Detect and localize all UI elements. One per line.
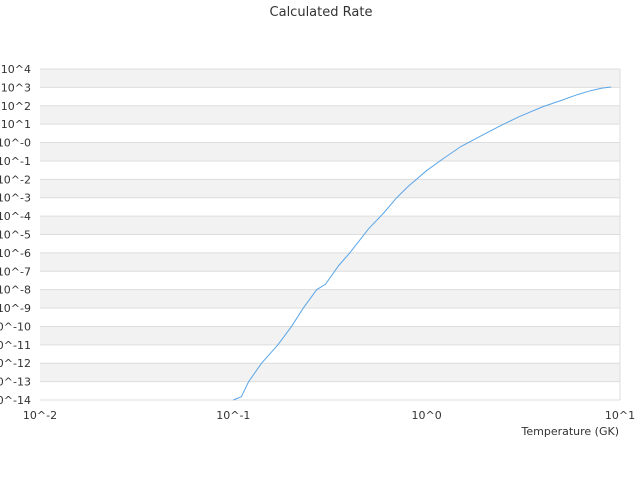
y-tick-label: 10^1: [1, 118, 31, 131]
y-tick-labels: 10^-14 10^-13 10^-12 10^-11 10^-10 10^-9 10^-8…: [0, 63, 31, 407]
y-tick-label: 10^2: [1, 100, 31, 113]
grid-band: [40, 142, 620, 161]
grid-band: [40, 69, 620, 88]
gridlines: [40, 68, 621, 401]
y-tick-label: 10^-7: [0, 265, 31, 278]
y-tick-label: 10^-10: [0, 320, 31, 333]
series-line: [233, 86, 612, 401]
y-tick-label: 10^-14: [0, 394, 31, 407]
chart-title: Calculated Rate: [270, 5, 373, 20]
x-tick-label: 10^1: [605, 409, 635, 422]
x-tick-label: 10^-1: [216, 409, 250, 422]
y-tick-label: 10^-3: [0, 192, 31, 205]
y-tick-label: 10^-5: [0, 229, 31, 242]
x-tick-label: 10^0: [412, 409, 442, 422]
grid-band: [40, 326, 620, 345]
grid-band: [40, 179, 620, 198]
grid-band: [40, 105, 620, 125]
y-tick-label: 10^-8: [0, 284, 31, 297]
y-tick-label: 10^-12: [0, 357, 31, 370]
y-tick-label: 10^-13: [0, 376, 31, 389]
x-axis-label: Temperature (GK): [521, 425, 620, 438]
y-tick-label: 10^-0: [0, 137, 31, 150]
y-tick-label: 10^-1: [0, 155, 31, 168]
grid-band: [40, 216, 620, 235]
y-tick-label: 10^3: [1, 81, 31, 94]
grid-bands: [40, 69, 620, 382]
y-tick-label: 10^-4: [0, 210, 31, 223]
y-tick-label: 10^-6: [0, 247, 31, 260]
grid-band: [40, 289, 620, 309]
grid-band: [40, 363, 620, 382]
x-tick-label: 10^-2: [23, 409, 57, 422]
y-tick-label: 10^4: [1, 63, 31, 76]
grid-band: [40, 252, 620, 272]
y-tick-label: 10^-9: [0, 302, 31, 315]
y-tick-label: 10^-11: [0, 339, 31, 352]
y-tick-label: 10^-2: [0, 173, 31, 186]
x-tick-labels: 10^-2 10^-1 10^0 10^1: [23, 409, 635, 422]
